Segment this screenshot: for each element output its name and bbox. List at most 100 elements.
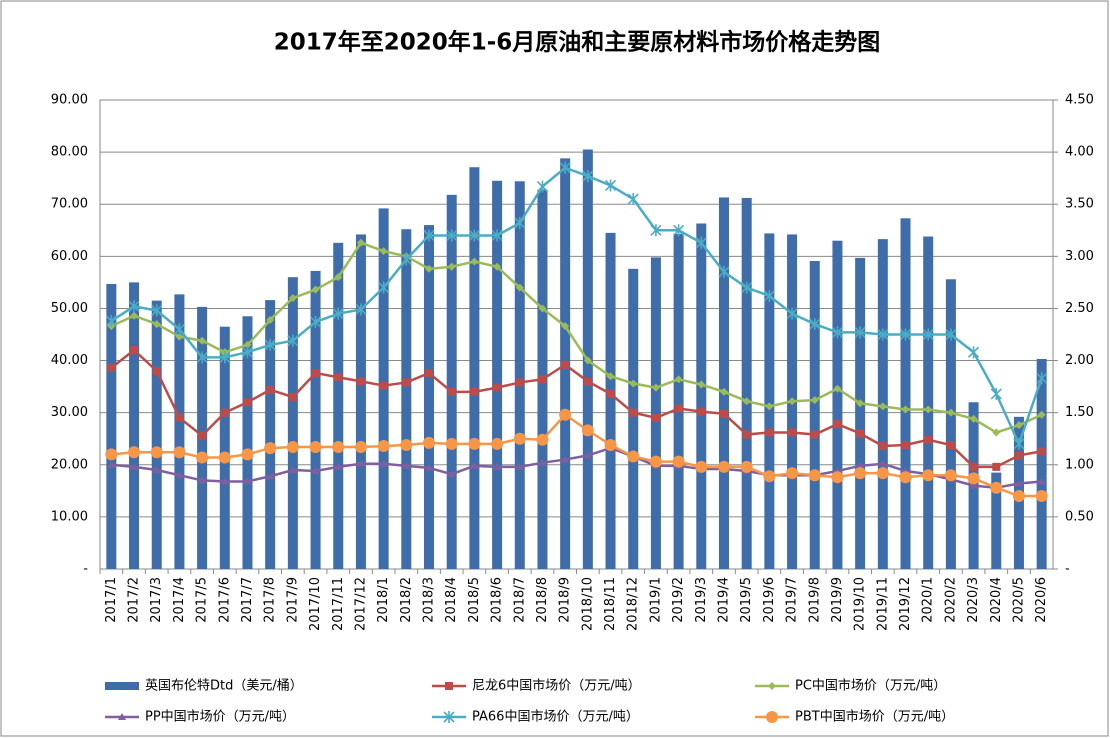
x-tick-label: 2017/10 [308, 577, 323, 631]
marker [786, 307, 798, 320]
y-tick-label: 30.00 [51, 405, 88, 420]
marker [651, 383, 660, 392]
marker [627, 450, 640, 463]
marker [402, 461, 411, 469]
x-tick-label: 2019/7 [785, 577, 800, 623]
marker [311, 369, 320, 378]
bar [696, 223, 707, 569]
marker [425, 463, 434, 471]
x-tick-label: 2019/9 [830, 577, 845, 623]
marker [377, 440, 390, 453]
x-tick-label: 2019/5 [739, 577, 754, 623]
marker [674, 375, 683, 384]
bar [650, 257, 661, 569]
marker [629, 408, 638, 417]
marker [878, 459, 887, 467]
bar [628, 268, 639, 569]
marker [288, 465, 297, 473]
x-tick-label: 2017/11 [331, 577, 346, 631]
x-tick-label: 2018/9 [558, 577, 573, 623]
marker [173, 446, 186, 459]
x-tick-label: 2018/4 [444, 577, 459, 623]
x-tick-label: 2019/12 [898, 577, 913, 631]
marker [332, 441, 345, 454]
line [111, 446, 1042, 489]
bar [514, 181, 525, 569]
marker [423, 229, 435, 242]
x-tick-label: 2017/6 [217, 577, 232, 623]
legend-label: PBT中国市场价（万元/吨） [795, 709, 954, 725]
marker [899, 328, 912, 341]
x-tick-label: 2018/10 [580, 577, 595, 631]
marker [241, 346, 254, 359]
bar [310, 270, 321, 569]
marker [220, 408, 229, 417]
y-tick-label: 40.00 [51, 353, 88, 368]
bar [855, 257, 866, 569]
marker [309, 315, 322, 328]
marker [400, 253, 412, 266]
marker [765, 428, 774, 437]
marker [356, 377, 365, 386]
marker [718, 265, 730, 278]
x-tick-label: 2019/8 [807, 577, 822, 623]
marker [311, 467, 320, 475]
marker [1014, 421, 1023, 430]
marker [1013, 437, 1025, 450]
marker [266, 385, 275, 394]
marker [243, 398, 252, 407]
bar [355, 234, 366, 570]
marker [697, 380, 706, 389]
marker [672, 455, 685, 468]
bar [809, 261, 820, 569]
y2-tick-label: 1.00 [1065, 457, 1094, 472]
marker [105, 314, 117, 327]
marker [741, 281, 753, 294]
marker [198, 431, 207, 440]
marker [946, 440, 955, 449]
marker [152, 465, 161, 473]
marker [561, 455, 570, 463]
marker [809, 318, 821, 331]
marker [831, 471, 844, 484]
marker [536, 180, 549, 193]
bar [265, 300, 276, 569]
marker [856, 399, 865, 408]
marker [400, 438, 413, 451]
marker [468, 229, 480, 242]
marker [719, 409, 728, 418]
bar [446, 194, 457, 569]
legend-swatch [105, 682, 139, 690]
bar [900, 218, 911, 569]
y2-tick-label: 0.50 [1065, 509, 1094, 524]
x-tick-label: 2017/9 [285, 577, 300, 623]
marker [697, 407, 706, 416]
marker [627, 193, 639, 206]
marker [447, 262, 456, 271]
bar [718, 197, 729, 569]
x-tick-label: 2019/10 [853, 577, 868, 631]
marker [629, 379, 638, 388]
marker [583, 377, 592, 386]
marker [150, 446, 163, 459]
legend-item: PBT中国市场价（万元/吨） [755, 709, 954, 725]
marker [581, 424, 594, 437]
marker [288, 294, 297, 303]
marker [924, 405, 933, 414]
marker [992, 428, 1001, 437]
marker [196, 451, 209, 464]
marker [470, 257, 479, 266]
marker [719, 387, 728, 396]
marker [515, 378, 524, 387]
marker [878, 442, 887, 451]
marker [717, 460, 730, 473]
bar [991, 472, 1002, 569]
marker [175, 413, 184, 422]
marker [765, 402, 774, 411]
marker [649, 455, 662, 468]
y-tick-label: 80.00 [51, 145, 88, 160]
x-tick-label: 2017/3 [149, 577, 164, 623]
marker [447, 470, 456, 478]
marker [856, 461, 865, 469]
